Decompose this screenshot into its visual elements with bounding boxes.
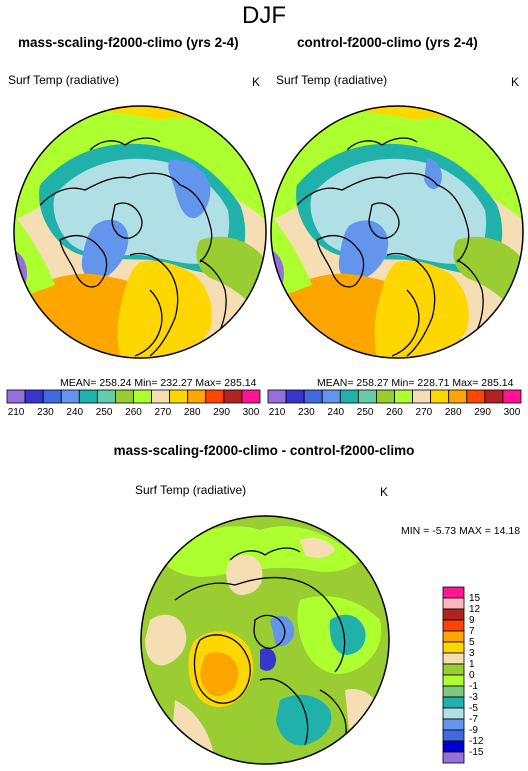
right-colorbar-tick-label: 290 — [474, 407, 491, 418]
difference-colorbar-tick-label: -9 — [469, 725, 478, 736]
left-colorbar-swatch — [223, 389, 243, 404]
difference-colorbar-swatch — [442, 608, 465, 621]
left-colorbar-swatch — [115, 389, 134, 404]
difference-colorbar-swatch — [442, 663, 465, 676]
left-colorbar-swatch — [169, 389, 189, 404]
right-colorbar-swatch — [430, 389, 450, 404]
right-colorbar-tick-label: 210 — [269, 407, 286, 418]
right-colorbar-swatch — [376, 389, 395, 404]
right-colorbar-swatch — [303, 389, 323, 404]
right-panel-stats: MEAN= 258.27 Min= 228.71 Max= 285.14 — [317, 377, 514, 389]
right-colorbar-swatch — [285, 389, 305, 404]
difference-colorbar-swatch — [442, 729, 465, 742]
right-panel-unit: K — [511, 75, 520, 89]
left-colorbar-swatch — [151, 389, 171, 404]
left-colorbar-swatch — [187, 389, 207, 404]
left-panel-variable-label: Surf Temp (radiative) — [8, 73, 120, 87]
difference-colorbar-swatch — [442, 619, 465, 632]
left-colorbar-swatch — [96, 389, 116, 404]
left-colorbar-tick-label: 210 — [8, 407, 25, 418]
left-panel-unit: K — [252, 75, 261, 89]
left-colorbar-tick-label: 230 — [37, 407, 54, 418]
right-colorbar-swatch — [466, 389, 486, 404]
right-colorbar-tick-label: 250 — [357, 407, 374, 418]
difference-colorbar-swatch — [442, 685, 465, 698]
difference-panel-variable-label: Surf Temp (radiative) — [135, 483, 247, 497]
left-colorbar-tick-label: 240 — [66, 407, 83, 418]
difference-panel-unit: K — [380, 485, 389, 499]
right-colorbar-swatch — [394, 389, 413, 404]
difference-colorbar-tick-label: 3 — [469, 648, 475, 659]
right-colorbar-tick-label: 240 — [327, 407, 344, 418]
difference-colorbar-swatch — [442, 740, 465, 753]
difference-colorbar-tick-label: 0 — [469, 670, 475, 681]
right-colorbar-swatch — [448, 389, 468, 404]
difference-colorbar-tick-label: 1 — [469, 659, 475, 670]
difference-colorbar-swatch — [442, 751, 465, 764]
right-colorbar-tick-label: 280 — [445, 407, 462, 418]
right-colorbar-tick-label: 230 — [298, 407, 315, 418]
right-colorbar-swatch — [484, 389, 504, 404]
right-panel-title: control-f2000-climo (yrs 2-4) — [297, 35, 478, 50]
difference-colorbar-swatch — [442, 696, 465, 709]
difference-colorbar-tick-label: -1 — [469, 681, 478, 692]
right-colorbar-swatch — [412, 389, 432, 404]
left-colorbar-swatch — [78, 389, 98, 404]
difference-colorbar-swatch — [442, 597, 465, 610]
left-colorbar-swatch — [133, 389, 152, 404]
left-colorbar-swatch — [60, 389, 80, 404]
difference-colorbar-tick-label: -7 — [469, 714, 478, 725]
left-colorbar-tick-label: 300 — [243, 407, 260, 418]
difference-panel-minmax: MIN = -5.73 MAX = 14.18 — [401, 525, 521, 537]
left-colorbar-tick-label: 290 — [213, 407, 230, 418]
left-colorbar-swatch — [205, 389, 225, 404]
difference-colorbar-swatch — [442, 652, 465, 665]
difference-colorbar-swatch — [442, 586, 465, 599]
difference-panel-title: mass-scaling-f2000-climo - control-f2000… — [113, 443, 415, 458]
left-colorbar-swatch — [241, 389, 261, 404]
difference-colorbar-tick-label: 12 — [469, 604, 481, 615]
left-panel-stats: MEAN= 258.24 Min= 232.27 Max= 285.14 — [60, 377, 257, 389]
left-colorbar-tick-label: 280 — [184, 407, 201, 418]
right-colorbar-tick-label: 300 — [504, 407, 521, 418]
right-colorbar-swatch — [321, 389, 341, 404]
right-colorbar-swatch — [339, 389, 359, 404]
left-colorbar: 210 230 240 250 260 270 280 290 300 — [6, 389, 261, 418]
difference-colorbar-tick-label: 15 — [469, 593, 481, 604]
difference-colorbar-tick-label: 7 — [469, 626, 475, 637]
difference-colorbar-swatch — [442, 641, 465, 654]
figure-title: DJF — [242, 2, 286, 29]
left-colorbar-swatch — [6, 389, 26, 404]
right-colorbar-tick-label: 270 — [416, 407, 433, 418]
left-map — [13, 105, 267, 359]
left-colorbar-tick-label: 260 — [125, 407, 142, 418]
difference-colorbar-swatch — [442, 630, 465, 643]
right-colorbar-swatch — [357, 389, 377, 404]
left-colorbar-tick-label: 270 — [155, 407, 172, 418]
right-map — [270, 105, 524, 359]
difference-colorbar-tick-label: 5 — [469, 637, 475, 648]
right-colorbar: 210 230 240 250 260 270 280 290 300 — [267, 389, 522, 418]
right-colorbar-swatch — [502, 389, 522, 404]
left-colorbar-tick-label: 250 — [96, 407, 113, 418]
right-panel-variable-label: Surf Temp (radiative) — [276, 73, 388, 87]
difference-colorbar-tick-label: -15 — [469, 747, 484, 758]
difference-map — [140, 515, 390, 765]
difference-colorbar-tick-label: -12 — [469, 736, 484, 747]
left-colorbar-swatch — [42, 389, 62, 404]
difference-colorbar-swatch — [442, 674, 465, 687]
left-panel-title: mass-scaling-f2000-climo (yrs 2-4) — [18, 35, 239, 50]
difference-colorbar-tick-label: -5 — [469, 703, 478, 714]
difference-colorbar-tick-label: 9 — [469, 615, 475, 626]
difference-colorbar-swatch — [442, 707, 465, 720]
right-colorbar-tick-label: 260 — [386, 407, 403, 418]
left-colorbar-swatch — [24, 389, 44, 404]
difference-colorbar-swatch — [442, 718, 465, 731]
difference-colorbar-tick-label: -3 — [469, 692, 478, 703]
right-colorbar-swatch — [267, 389, 287, 404]
